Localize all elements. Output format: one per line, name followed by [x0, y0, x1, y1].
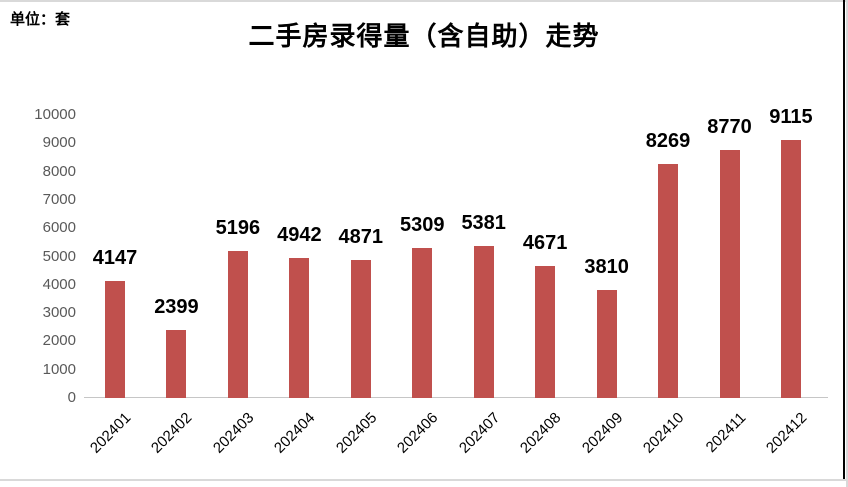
y-axis-tick-label: 7000: [42, 190, 76, 208]
top-border: [0, 0, 848, 2]
bar-202401: [105, 281, 125, 398]
right-cell-border: [843, 0, 845, 479]
bar-202406: [412, 248, 433, 398]
bar-value-label: 9115: [769, 106, 813, 128]
right-border: [846, 0, 848, 487]
y-axis-tick-label: 6000: [42, 219, 76, 237]
chart-title: 二手房录得量（含自助）走势: [248, 22, 600, 51]
bar-value-label: 2399: [154, 296, 199, 318]
x-axis-category-label: 202407: [455, 409, 504, 457]
y-axis-tick-label: 2000: [42, 332, 76, 350]
x-axis-category-label: 202402: [148, 409, 196, 457]
bar-value-label: 5381: [461, 212, 506, 234]
y-axis-tick-label: 5000: [42, 247, 76, 265]
bar-value-label: 5196: [215, 217, 261, 239]
x-axis-category-label: 202404: [271, 409, 319, 457]
bar-202411: [719, 150, 740, 398]
x-axis-category-label: 202406: [394, 409, 442, 457]
bar-202412: [780, 140, 801, 398]
x-axis-category-label: 202405: [332, 409, 381, 457]
y-axis-tick-label: 3000: [42, 304, 76, 322]
bar-value-label: 3810: [584, 256, 629, 278]
y-axis-tick-label: 0: [67, 389, 76, 406]
y-axis-tick-label: 4000: [42, 275, 76, 293]
bar-202404: [289, 258, 310, 398]
bar-value-label: 4942: [277, 224, 322, 246]
y-axis-tick-label: 1000: [42, 360, 76, 378]
bar-202403: [227, 251, 248, 398]
x-axis-category-label: 202411: [702, 409, 749, 456]
y-axis-tick-label: 10000: [34, 106, 76, 123]
x-axis-category-label: 202401: [86, 409, 135, 457]
bar-202410: [658, 164, 679, 398]
x-axis-category-label: 202409: [578, 409, 626, 457]
x-axis-category-label: 202412: [762, 409, 811, 457]
bar-202402: [166, 330, 187, 398]
bar-value-label: 4147: [92, 247, 138, 269]
bar-value-label: 4671: [522, 232, 568, 254]
bottom-border: [0, 479, 848, 481]
bar-202409: [596, 290, 617, 398]
bar-value-label: 4871: [338, 226, 384, 248]
bar-value-label: 8770: [707, 116, 752, 138]
unit-label: 单位：套: [10, 11, 71, 28]
bar-202407: [473, 246, 494, 398]
bar-202408: [535, 266, 556, 398]
x-axis-category-label: 202403: [209, 409, 258, 457]
y-axis-tick-label: 8000: [42, 162, 76, 180]
x-axis-category-label: 202410: [639, 409, 688, 457]
x-axis-category-label: 202408: [517, 409, 565, 457]
bar-value-label: 8269: [645, 130, 691, 152]
bar-value-label: 5309: [400, 214, 445, 236]
x-axis-line: [84, 397, 828, 398]
y-axis-tick-label: 9000: [42, 134, 76, 152]
bar-202405: [350, 260, 371, 398]
